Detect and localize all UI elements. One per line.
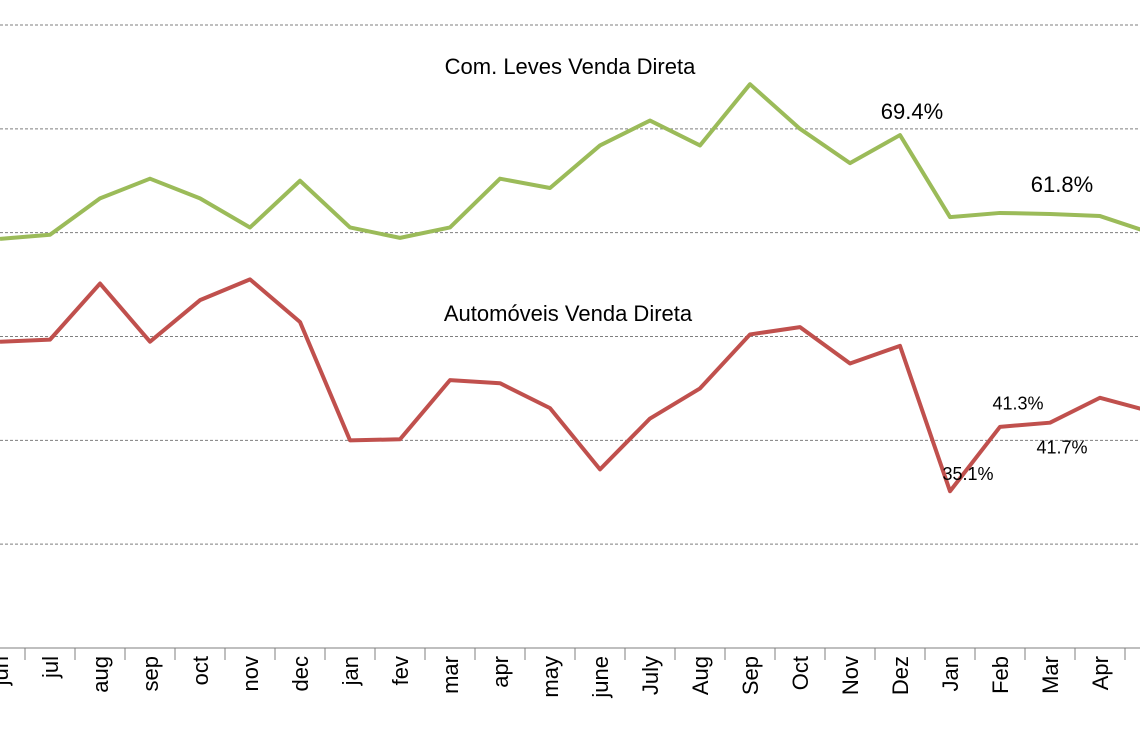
x-tick-label: Apr [1088, 656, 1113, 690]
x-tick-label: Sep [738, 656, 763, 695]
data-label: 35.1% [942, 464, 993, 484]
data-label: 41.7% [1036, 437, 1087, 457]
x-tick-label: oct [188, 656, 213, 685]
data-label: 69.4% [881, 99, 943, 124]
x-tick-label: sep [138, 656, 163, 691]
data-label: 41.3% [992, 394, 1043, 414]
x-tick-label: fev [388, 656, 413, 685]
series-name: Com. Leves Venda Direta [445, 54, 696, 79]
x-tick-label: jan [338, 656, 363, 686]
x-tick-label: aug [88, 656, 113, 693]
x-tick-label: Jan [938, 656, 963, 691]
x-tick-label: Nov [838, 656, 863, 695]
x-tick-label: jun [0, 656, 13, 686]
x-tick-label: nov [238, 656, 263, 691]
x-tick-label: may [538, 656, 563, 698]
x-tick-label: dec [288, 656, 313, 691]
x-tick-label: june [588, 656, 613, 699]
x-tick-label: July [638, 656, 663, 695]
x-tick-label: Oct [788, 656, 813, 690]
series-line [0, 82, 1140, 241]
x-tick-label: jul [38, 656, 63, 679]
x-tick-label: apr [488, 656, 513, 688]
x-tick-label: Mar [1038, 656, 1063, 694]
x-tick-label: mar [438, 656, 463, 694]
series-name: Automóveis Venda Direta [444, 301, 693, 326]
x-tick-label: Feb [988, 656, 1013, 694]
x-tick-label: Dez [888, 656, 913, 695]
series-line [0, 277, 1140, 494]
x-tick-label: Aug [688, 656, 713, 695]
data-label: 61.8% [1031, 172, 1093, 197]
